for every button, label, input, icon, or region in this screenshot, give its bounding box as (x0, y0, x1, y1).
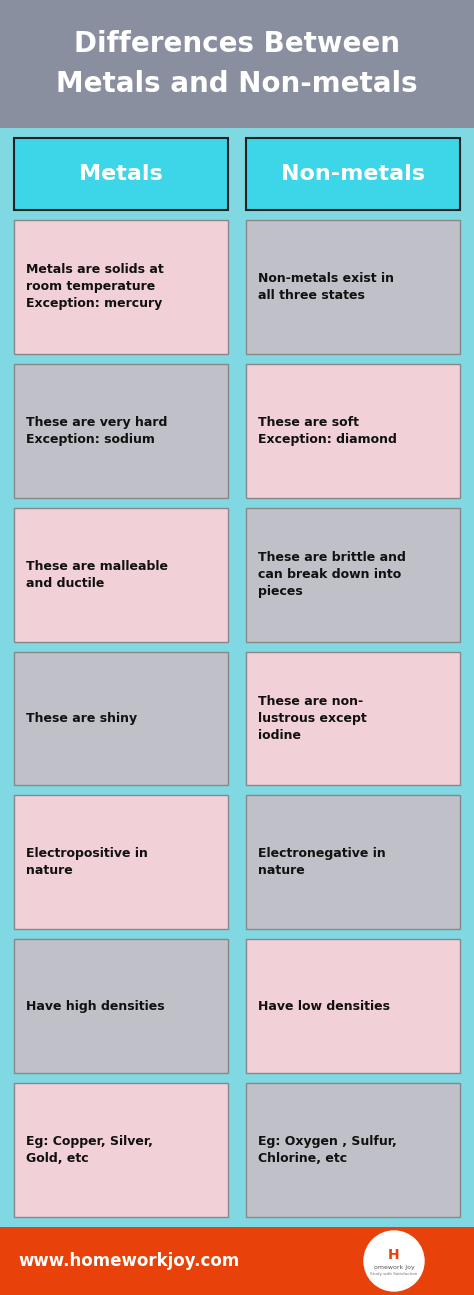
Text: These are soft
Exception: diamond: These are soft Exception: diamond (258, 416, 397, 445)
Text: Study with Satisfaction: Study with Satisfaction (370, 1272, 418, 1276)
Text: These are very hard
Exception: sodium: These are very hard Exception: sodium (26, 416, 167, 445)
Text: Metals are solids at
room temperature
Exception: mercury: Metals are solids at room temperature Ex… (26, 263, 164, 311)
Text: These are brittle and
can break down into
pieces: These are brittle and can break down int… (258, 552, 406, 598)
FancyBboxPatch shape (14, 220, 228, 354)
FancyBboxPatch shape (246, 364, 460, 497)
Text: Have low densities: Have low densities (258, 1000, 390, 1013)
Text: Differences Between
Metals and Non-metals: Differences Between Metals and Non-metal… (56, 31, 418, 97)
FancyBboxPatch shape (14, 139, 228, 210)
FancyBboxPatch shape (14, 364, 228, 497)
Text: www.homeworkjoy.com: www.homeworkjoy.com (18, 1252, 239, 1270)
Text: Have high densities: Have high densities (26, 1000, 164, 1013)
FancyBboxPatch shape (246, 139, 460, 210)
Text: These are malleable
and ductile: These are malleable and ductile (26, 559, 168, 589)
FancyBboxPatch shape (0, 1226, 474, 1295)
Text: Eg: Copper, Silver,
Gold, etc: Eg: Copper, Silver, Gold, etc (26, 1136, 153, 1166)
FancyBboxPatch shape (246, 795, 460, 930)
Text: These are shiny: These are shiny (26, 712, 137, 725)
Text: Electronegative in
nature: Electronegative in nature (258, 847, 386, 877)
Text: Non-metals: Non-metals (281, 164, 425, 184)
FancyBboxPatch shape (0, 128, 474, 1226)
FancyBboxPatch shape (14, 651, 228, 786)
Text: Non-metals exist in
all three states: Non-metals exist in all three states (258, 272, 394, 302)
FancyBboxPatch shape (246, 939, 460, 1074)
FancyBboxPatch shape (14, 1083, 228, 1217)
FancyBboxPatch shape (246, 651, 460, 786)
FancyBboxPatch shape (246, 508, 460, 641)
FancyBboxPatch shape (246, 220, 460, 354)
Text: omework Joy: omework Joy (374, 1264, 414, 1269)
Text: These are non-
lustrous except
iodine: These are non- lustrous except iodine (258, 695, 367, 742)
Circle shape (364, 1232, 424, 1291)
FancyBboxPatch shape (14, 939, 228, 1074)
FancyBboxPatch shape (246, 1083, 460, 1217)
FancyBboxPatch shape (14, 508, 228, 641)
Text: H: H (388, 1248, 400, 1263)
FancyBboxPatch shape (0, 0, 474, 128)
Text: Eg: Oxygen , Sulfur,
Chlorine, etc: Eg: Oxygen , Sulfur, Chlorine, etc (258, 1136, 397, 1166)
Text: Electropositive in
nature: Electropositive in nature (26, 847, 148, 877)
FancyBboxPatch shape (14, 795, 228, 930)
Text: Metals: Metals (79, 164, 163, 184)
